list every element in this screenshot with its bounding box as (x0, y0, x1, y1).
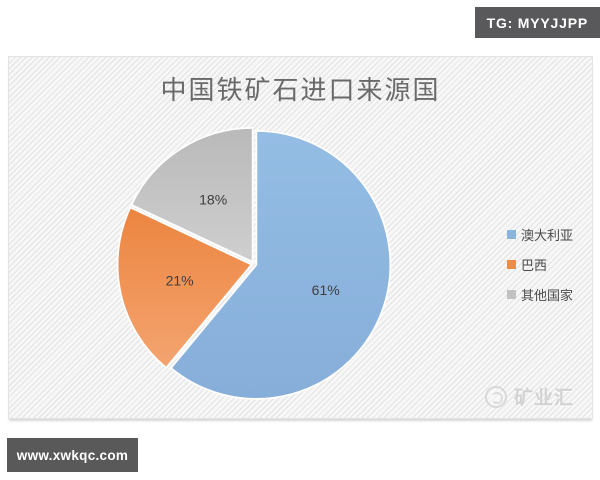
legend-label-others: 其他国家 (521, 288, 574, 303)
chart-panel: 中国铁矿石进口来源国 61% 21% 18% 澳大利亚 巴西 其他国家 矿业汇 (8, 56, 593, 419)
chart-legend: 澳大利亚 巴西 其他国家 (507, 225, 573, 304)
pie-slices-group (116, 126, 392, 400)
pie-data-label-0: 61% (312, 282, 340, 298)
legend-label-australia: 澳大利亚 (521, 228, 574, 243)
pie-slice-0 (170, 129, 392, 400)
legend-item-brazil: 巴西 (507, 255, 573, 274)
legend-item-australia: 澳大利亚 (507, 225, 573, 244)
website-badge: www.xwkqc.com (7, 438, 138, 472)
legend-swatch-brazil (507, 260, 516, 269)
mining-logo-icon (485, 385, 507, 408)
pie-data-label-1: 21% (166, 273, 194, 289)
legend-label-brazil: 巴西 (521, 258, 548, 273)
pie-chart: 61% 21% 18% (116, 126, 392, 400)
telegram-badge-text: TG: MYYJJPP (486, 14, 588, 31)
watermark: 矿业汇 (485, 383, 574, 410)
pie-labels-group: 61% 21% 18% (166, 192, 340, 298)
legend-item-others: 其他国家 (507, 285, 573, 304)
watermark-text: 矿业汇 (514, 388, 575, 409)
telegram-badge: TG: MYYJJPP (474, 7, 600, 38)
pie-slice-1 (116, 206, 253, 369)
chart-title: 中国铁矿石进口来源国 (160, 76, 441, 105)
pie-data-label-2: 18% (199, 192, 227, 208)
pie-slice-2 (130, 126, 254, 263)
legend-swatch-others (507, 290, 516, 299)
website-badge-text: www.xwkqc.com (16, 447, 129, 463)
legend-swatch-australia (507, 230, 516, 239)
